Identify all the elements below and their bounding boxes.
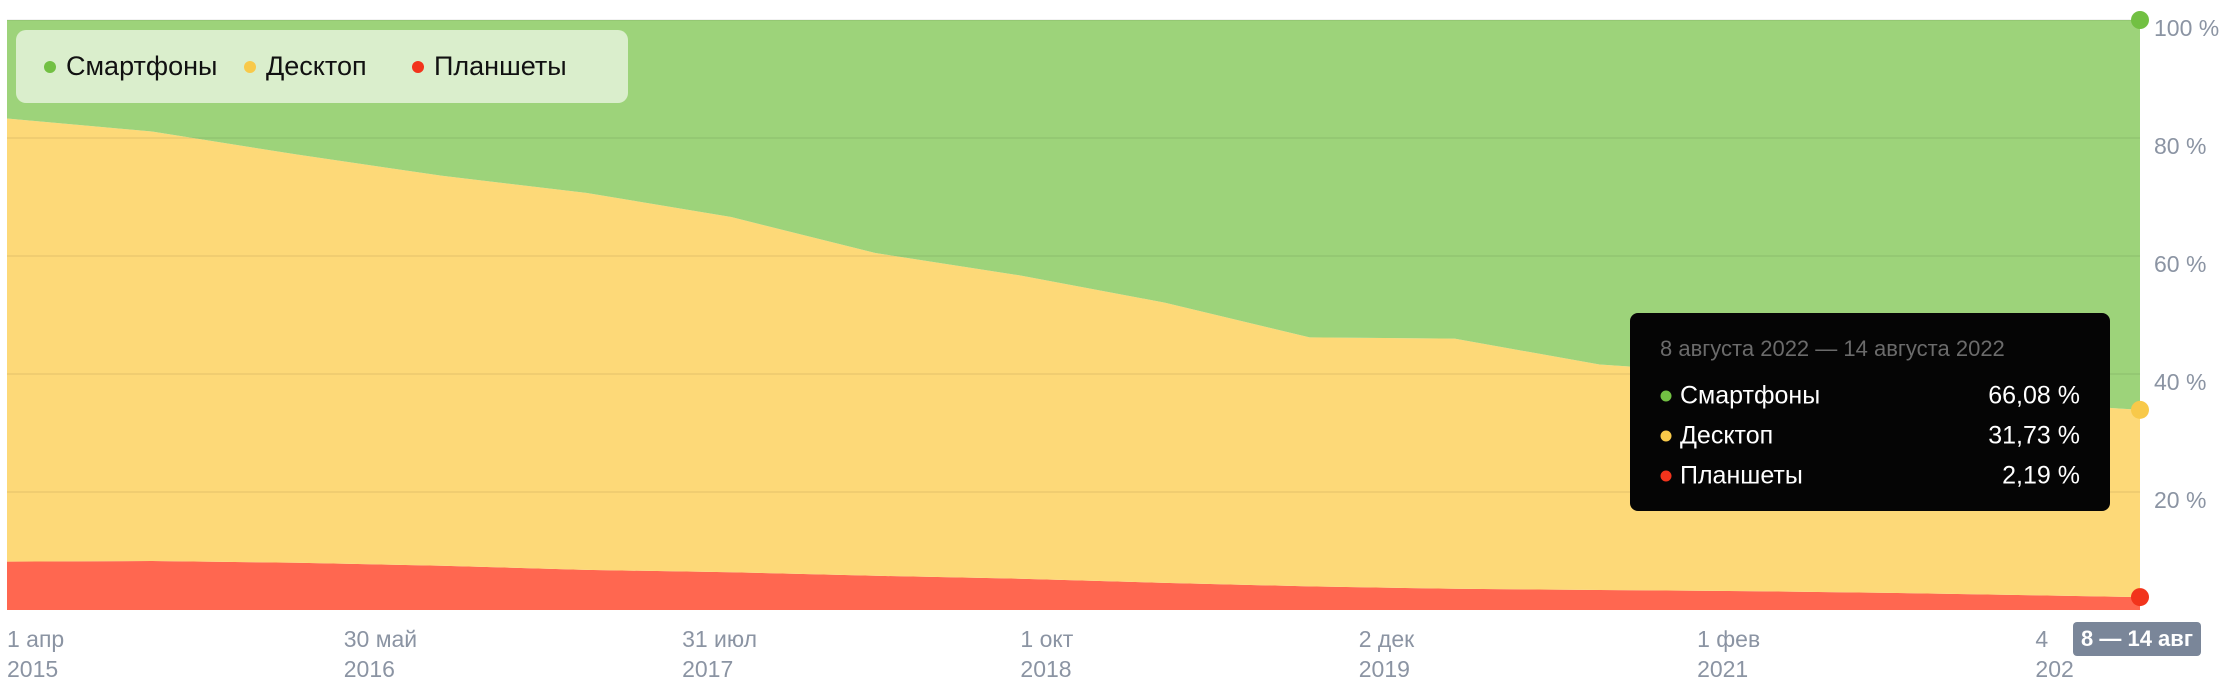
x-tick-label: 1 фев [1697,626,1760,652]
y-tick-label: 20 % [2154,487,2206,513]
x-tick-label: 4 [2035,626,2048,652]
area [7,20,2140,410]
end-dot [2131,400,2149,419]
tooltip-name: Смартфоны [1680,382,1820,410]
end-dot [2131,11,2149,29]
legend-box [16,30,628,103]
tooltip-name: Планшеты [1680,462,1803,490]
legend-label: Десктоп [266,51,367,81]
legend-dot [412,61,424,73]
tooltip-value: 2,19 % [2002,462,2080,490]
tooltip-box [1630,313,2110,511]
legend-label: Планшеты [434,51,567,81]
y-tick-label: 100 % [2154,15,2219,41]
x-tick-label: 2017 [682,656,733,682]
x-tick-label: 2 дек [1359,626,1415,652]
x-tick-label: 30 май [344,626,417,652]
tooltip-value: 31,73 % [1988,422,2080,450]
x-tick-label: 1 апр [7,626,64,652]
area [7,561,2140,610]
y-tick-label: 60 % [2154,251,2206,277]
y-tick-label: 80 % [2154,133,2206,159]
legend-dot [244,61,256,73]
x-tick-label: 2016 [344,656,395,682]
area [7,118,2140,598]
x-tick-label: 2015 [7,656,58,682]
range-label: 8 — 14 авг [2081,626,2193,651]
x-tick-label: 2021 [1697,656,1748,682]
tooltip-dot [1660,430,1672,442]
tooltip-name: Десктоп [1680,422,1773,450]
x-tick-label: 202 [2035,656,2073,682]
tooltip: 8 августа 2022 — 14 августа 2022 Смартфон… [1630,313,2110,511]
x-axis: 1 апр 2015 30 май 2016 31 июл 2017 1 окт 2018 2 … [7,626,2074,682]
end-dot [2131,588,2149,607]
range-badge [2073,622,2201,656]
x-tick-label: 1 окт [1020,626,1073,652]
tooltip-value: 66,08 % [1988,382,2080,410]
x-tick-label: 31 июл [682,626,757,652]
tooltip-title: 8 августа 2022 — 14 августа 2022 [1660,336,2005,361]
tooltip-dot [1660,470,1672,482]
legend-label: Смартфоны [66,51,217,81]
x-tick-label: 2018 [1020,656,1071,682]
x-tick-label: 2019 [1359,656,1410,682]
y-tick-label: 40 % [2154,369,2206,395]
legend-dot [44,61,56,73]
tooltip-dot [1660,390,1672,402]
